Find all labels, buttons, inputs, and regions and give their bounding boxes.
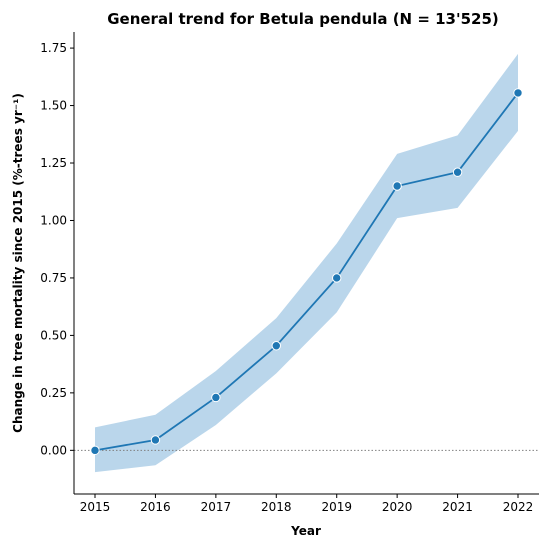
data-point-2019 bbox=[332, 273, 342, 283]
y-tick-label-0.75: 0.75 bbox=[40, 271, 67, 285]
data-point-2016 bbox=[150, 435, 161, 445]
y-tick-label-0.25: 0.25 bbox=[40, 386, 67, 400]
data-point-2018 bbox=[271, 341, 281, 351]
data-point-2015 bbox=[90, 445, 100, 456]
y-tick-label-0.50: 0.50 bbox=[40, 328, 67, 342]
data-point-2022 bbox=[513, 88, 523, 98]
x-tick-label-2018: 2018 bbox=[261, 500, 292, 514]
data-point-2017 bbox=[211, 392, 221, 403]
plot-area: 2015 2016 2017 2018 2019 2020 2021 2022 0.00 0.25… bbox=[40, 32, 539, 514]
y-axis-label: Change in tree mortality since 2015 (%-t… bbox=[11, 93, 25, 433]
x-tick-label-2020: 2020 bbox=[382, 500, 413, 514]
y-tick-label-1.25: 1.25 bbox=[40, 156, 67, 170]
y-tick-label-1.00: 1.00 bbox=[40, 213, 67, 227]
y-tick-label-1.50: 1.50 bbox=[40, 99, 67, 113]
x-tick-label-2022: 2022 bbox=[503, 500, 534, 514]
x-tick-label-2017: 2017 bbox=[201, 500, 232, 514]
y-tick-label-0.00: 0.00 bbox=[40, 443, 67, 457]
confidence-band bbox=[95, 53, 518, 473]
x-tick-label-2019: 2019 bbox=[321, 500, 352, 514]
data-point-2020 bbox=[392, 181, 402, 191]
series-line bbox=[94, 92, 519, 452]
x-tick-label-2016: 2016 bbox=[140, 500, 171, 514]
x-axis-label: Year bbox=[290, 524, 321, 538]
chart-title: General trend for Betula pendula (N = 13… bbox=[107, 10, 499, 28]
y-tick-label-1.75: 1.75 bbox=[40, 41, 67, 55]
x-tick-label-2021: 2021 bbox=[442, 500, 473, 514]
x-tick-label-2015: 2015 bbox=[80, 500, 111, 514]
data-point-2021 bbox=[452, 167, 463, 177]
